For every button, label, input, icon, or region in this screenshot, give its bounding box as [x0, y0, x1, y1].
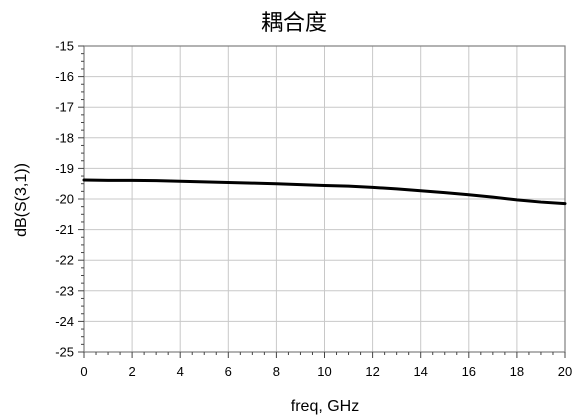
x-tick-label: 4 [177, 364, 184, 379]
x-tick-label: 20 [558, 364, 572, 379]
x-tick-label: 10 [317, 364, 331, 379]
x-tick-label: 8 [273, 364, 280, 379]
y-tick-label: -22 [55, 253, 74, 268]
y-axis-title: dB(S(3,1)) [13, 163, 30, 237]
x-tick-label: 6 [225, 364, 232, 379]
y-tick-label: -19 [55, 161, 74, 176]
x-tick-label: 14 [413, 364, 427, 379]
series-line-1 [82, 178, 567, 206]
chart-title: 耦合度 [261, 11, 327, 36]
y-tick-label: -20 [55, 192, 74, 207]
y-tick-label: -25 [55, 345, 74, 360]
x-axis-title: freq, GHz [291, 398, 359, 415]
y-tick-label: -15 [55, 39, 74, 54]
x-tick-label: 18 [510, 364, 524, 379]
grid [83, 45, 566, 353]
y-tick-label: -23 [55, 283, 74, 298]
tick-labels: 0 2 4 6 8 10 12 14 16 18 20 -15 -16 -17 -18 -19 -20 -21 -2… [55, 39, 572, 380]
y-tick-label: -16 [55, 69, 74, 84]
y-tick-label: -24 [55, 314, 74, 329]
x-tick-label: 12 [365, 364, 379, 379]
x-tick-label: 16 [462, 364, 476, 379]
x-tick-label: 2 [128, 364, 135, 379]
x-tick-label: 0 [80, 364, 87, 379]
y-tick-label: -21 [55, 222, 74, 237]
y-tick-label: -17 [55, 100, 74, 115]
axis-ticks [78, 45, 566, 358]
series-layer [82, 178, 567, 206]
y-tick-label: -18 [55, 130, 74, 145]
